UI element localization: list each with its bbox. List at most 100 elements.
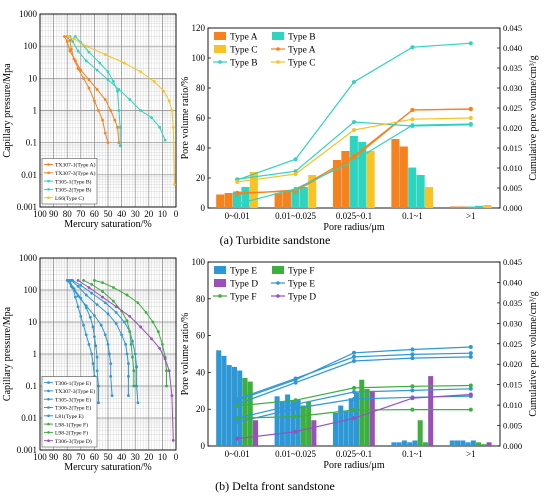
series-line [72,279,139,403]
bar [216,194,225,208]
x-tick-label: 0 [174,209,179,219]
bar [486,442,492,446]
cumulative-point [352,385,356,390]
data-point [106,141,110,145]
bar [332,412,339,446]
data-point [91,325,95,329]
y-tick-label: 1 [33,106,38,116]
bar [247,381,253,446]
bar [306,401,312,446]
data-point [125,352,129,356]
data-point [67,278,70,282]
data-point [151,320,155,324]
data-point [109,374,113,378]
data-point [103,301,107,305]
y-tick-label: 20 [196,404,206,414]
legend-label: T305-3(Type E) [55,396,91,403]
x-tick-label: 0.025~0.1 [336,449,372,459]
series-line [69,36,166,141]
data-point [87,50,91,54]
data-point [114,305,118,309]
bar [391,442,397,446]
cumulative-point [468,116,473,120]
plot-frame [39,13,177,208]
legend-marker [276,294,280,298]
legend-marker [47,171,50,175]
data-point [114,322,118,325]
bar [232,191,242,208]
cumulative-point [352,396,356,401]
y2-tick-label: 0.035 [503,298,522,308]
legend-label: Type F [288,267,315,277]
cumulative-point [410,347,415,352]
bar [308,175,317,208]
cumulative-point [293,406,298,411]
legend-marker [276,47,280,51]
data-point [87,286,91,289]
data-point [72,287,76,291]
data-point [161,342,164,346]
cumulative-point [352,120,356,124]
cumulative-point [293,172,298,176]
data-point [106,70,110,74]
data-point [84,293,88,297]
cumulative-point [293,402,298,407]
bar [295,400,301,446]
data-point [139,70,143,74]
cumulative-point [352,156,356,160]
data-point [117,109,121,112]
data-point [120,333,123,337]
y-tick-label: 0.001 [17,445,37,455]
data-point [112,286,115,289]
data-point [82,278,85,282]
y2-tick-label: 0.000 [503,203,522,213]
data-point [95,303,99,306]
data-point [165,369,168,373]
data-point [122,61,126,65]
legend-marker [47,439,50,443]
data-point [84,306,88,310]
bar [290,400,296,446]
data-point [107,352,111,356]
data-point [125,319,129,323]
bar [291,190,300,208]
legend-label: L81(Type E) [55,413,84,420]
data-point [171,438,175,442]
data-point [95,88,99,91]
cumulative-point [352,354,356,359]
data-point [128,314,132,318]
data-point [139,325,143,329]
cumulative-point [410,117,415,122]
data-point [162,89,166,93]
y-tick-label: 0.1 [26,381,37,391]
legend-label: TX307-3(Type A) [55,170,96,177]
bar [449,206,458,208]
cumulative-point [235,420,240,425]
data-point [139,109,143,112]
legend-marker [47,196,50,199]
data-point [76,49,80,53]
legend-marker [47,406,50,409]
y-tick-label: 0.1 [26,138,37,148]
x-axis-label: Mercury saturation/% [64,462,151,473]
cumulative-point [410,388,415,393]
data-point [118,125,122,129]
data-point [103,53,107,56]
bar [282,191,292,208]
pore-distribution-chart-b: 0 20 40 60 80 100 0.000 0.005 0.010 0.015 0.020 0.0… [180,257,539,471]
legend-label: Type B [288,33,316,43]
bar [366,151,375,208]
y-axis-label: Pore volume ratio/% [180,313,191,396]
bar [237,370,243,446]
y-tick-label: 120 [192,23,206,33]
bar [391,139,400,208]
bar [231,366,237,446]
plot-frame [39,257,177,451]
series-line [83,279,135,386]
legend-marker [276,281,280,285]
data-point [129,342,133,346]
legend-label: Type D [230,280,258,290]
bar [369,390,375,446]
cumulative-point [468,351,473,356]
legend-label: L66(Type C) [55,195,84,202]
